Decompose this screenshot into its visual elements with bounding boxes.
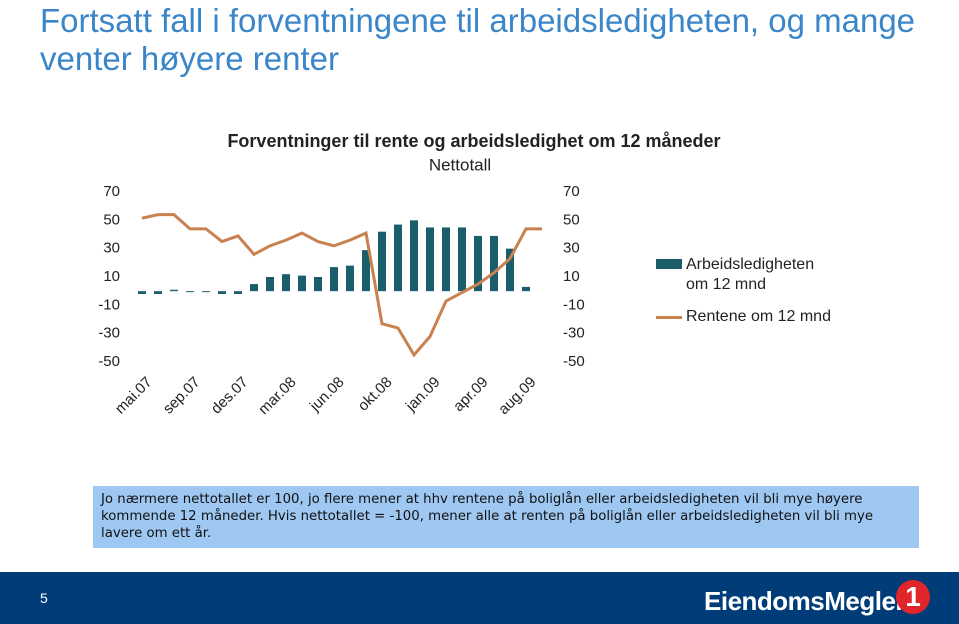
y-tick-label: -30 — [98, 325, 120, 342]
y-tick-label: 10 — [103, 268, 120, 285]
bar — [474, 235, 482, 292]
x-tick-label: mai.07 — [112, 374, 156, 418]
y-tick-label: 30 — [103, 240, 120, 257]
x-tick-label: okt.08 — [355, 374, 396, 415]
y-tick-label: -50 — [98, 353, 120, 370]
x-tick-label: apr.09 — [450, 374, 492, 416]
bar — [282, 274, 290, 292]
y-tick-label: -10 — [98, 296, 120, 313]
bar — [314, 277, 322, 292]
bar — [250, 284, 258, 292]
bar — [378, 231, 386, 292]
x-tick-label: des.07 — [208, 374, 252, 418]
bar — [154, 291, 162, 294]
y2-tick-label: -30 — [563, 325, 585, 342]
legend-label: Rentene om 12 mnd — [686, 308, 831, 325]
bar — [442, 227, 450, 292]
bar — [202, 291, 210, 293]
y2-tick-label: 10 — [563, 268, 580, 285]
legend: Arbeidsledigheten om 12 mnd Rentene om 12… — [656, 255, 856, 339]
bar — [490, 235, 498, 292]
x-tick-label: jan.09 — [402, 374, 444, 416]
bar — [410, 220, 418, 292]
page-number: 5 — [40, 590, 48, 606]
bar — [330, 267, 338, 292]
y2-tick-label: 70 — [563, 183, 580, 200]
y2-tick-label: -10 — [563, 296, 585, 313]
x-tick-label: mar.08 — [255, 374, 299, 418]
legend-label: Arbeidsledigheten om 12 mnd — [686, 256, 815, 293]
legend-item: Arbeidsledigheten om 12 mnd — [656, 255, 836, 295]
y2-tick-label: 30 — [563, 240, 580, 257]
note: Jo nærmere nettotallet er 100, jo flere … — [93, 486, 919, 548]
bar — [522, 286, 530, 292]
y-tick-label: 50 — [103, 211, 120, 228]
bar — [186, 291, 194, 293]
chart: Forventninger til rente og arbeidsledigh… — [98, 131, 720, 418]
bar — [170, 289, 178, 292]
logo-mark: 1 — [896, 580, 930, 614]
bar — [218, 291, 226, 294]
bar — [426, 227, 434, 292]
bar — [458, 227, 466, 292]
bar — [362, 250, 370, 292]
y-tick-label: 70 — [103, 183, 120, 200]
bar — [394, 224, 402, 292]
bar — [234, 291, 242, 294]
bar — [506, 248, 514, 292]
line — [141, 213, 542, 358]
bar — [298, 275, 306, 292]
y2-tick-label: 50 — [563, 211, 580, 228]
bar — [138, 291, 146, 294]
x-tick-label: jun.08 — [306, 374, 348, 416]
bar — [266, 277, 274, 292]
bar — [346, 265, 354, 292]
legend-swatch — [656, 316, 682, 319]
y2-tick-label: -50 — [563, 353, 585, 370]
x-tick-label: aug.09 — [495, 374, 539, 418]
legend-item: Rentene om 12 mnd — [656, 307, 856, 327]
chart-subtitle: Nettotall — [429, 155, 491, 174]
slide-title: Fortsatt fall i forventningene til arbei… — [40, 2, 916, 77]
footer: 5 EiendomsMegler 1 — [0, 572, 959, 624]
x-tick-label: sep.07 — [160, 374, 204, 418]
legend-swatch — [656, 259, 682, 269]
chart-title: Forventninger til rente og arbeidsledigh… — [227, 131, 720, 151]
logo: EiendomsMegler — [704, 586, 906, 616]
